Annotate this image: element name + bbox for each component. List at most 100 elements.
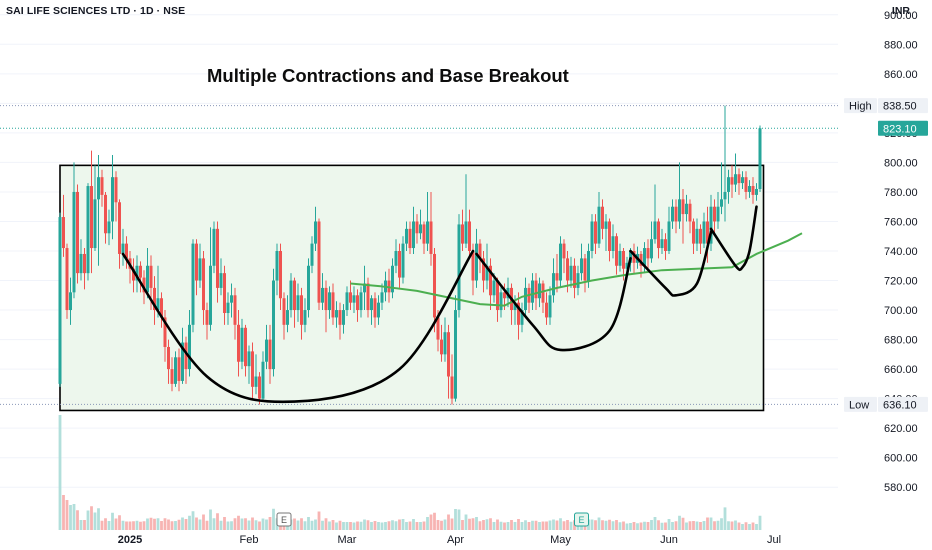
contraction-arc-3 [629, 230, 713, 297]
candle-body [639, 253, 643, 266]
volume-bar [468, 518, 471, 530]
candle-body [135, 265, 139, 281]
x-tick-label: Mar [338, 534, 357, 546]
volume-bar [359, 521, 363, 530]
candle-body [576, 273, 580, 288]
volume-bar [153, 518, 156, 530]
volume-bar [118, 515, 121, 530]
volume-bar [562, 521, 566, 530]
candle-body [615, 236, 618, 266]
candle-body [335, 310, 338, 318]
candle-body [482, 258, 485, 281]
volume-bar [727, 521, 730, 530]
volume-bar [317, 511, 321, 530]
candle-body [629, 251, 632, 263]
volume-bar [643, 521, 646, 530]
y-tick-label: 700.00 [884, 305, 918, 317]
candle-body [688, 203, 692, 222]
candle-body [443, 332, 447, 355]
marker-value-text: 838.50 [883, 101, 917, 113]
candle-body [548, 295, 552, 318]
marker-value-bg [878, 396, 928, 412]
volume-bar [125, 521, 128, 530]
volume-bar [485, 519, 489, 530]
candle-body [660, 239, 664, 249]
volume-bar [664, 522, 667, 530]
candle-body [454, 310, 457, 399]
volume-bar [688, 521, 692, 530]
candle-body [303, 310, 307, 325]
volume-bar [422, 521, 426, 530]
y-tick-label: 680.00 [884, 335, 918, 347]
volume-bar [475, 517, 478, 530]
volume-bar [261, 518, 265, 530]
candle-body [755, 188, 758, 195]
marker-label-text: Low [849, 399, 869, 411]
x-tick-label: Jul [767, 534, 781, 546]
volume-bar [202, 514, 205, 530]
volume-bar [692, 521, 695, 530]
symbol-header: SAI LIFE SCIENCES LTD · 1D · NSE [6, 5, 186, 17]
volume-bar [363, 519, 366, 530]
candle-body [356, 295, 359, 311]
candle-body [69, 292, 72, 311]
candle-body [352, 295, 356, 303]
candle-body [261, 361, 265, 399]
volume-bar [293, 518, 296, 530]
volume-bar [209, 509, 212, 530]
annotation-title: Multiple Contractions and Base Breakout [207, 65, 569, 86]
volume-bar [538, 522, 541, 530]
candle-body [93, 199, 97, 249]
moving-average-line [350, 232, 803, 307]
candle-body [678, 199, 681, 222]
volume-bar [646, 522, 650, 530]
candle-body [499, 292, 503, 311]
volume-bar [328, 521, 331, 530]
candle-body [412, 221, 415, 249]
candle-body [366, 283, 370, 311]
candle-body [419, 224, 422, 234]
volume-bar [265, 519, 268, 530]
candle-body [331, 292, 335, 318]
candle-body [632, 251, 636, 263]
candle-body [702, 221, 706, 244]
volume-bar [699, 522, 702, 530]
candle-body [149, 265, 153, 288]
candle-body [559, 243, 562, 281]
candle-body [552, 273, 555, 296]
volume-bar [720, 518, 723, 530]
volume-bar [174, 521, 177, 530]
marker-value-text: 823.10 [883, 123, 917, 135]
volume-bar [709, 517, 713, 530]
candle-body [695, 228, 699, 244]
volume-bar [695, 521, 699, 530]
volume-bar [170, 521, 174, 530]
volume-bar [450, 518, 454, 530]
candle-body [72, 191, 76, 293]
candle-body [597, 206, 601, 244]
volume-bar [177, 519, 181, 530]
volume-bar [356, 521, 359, 530]
price-axis[interactable]: 900.00880.00860.00840.00820.00800.00780.… [884, 10, 918, 494]
time-axis[interactable]: 2025 Feb Mar Apr May Jun Jul [118, 534, 781, 546]
candle-body [177, 357, 181, 381]
candle-body [664, 239, 667, 251]
candle-body [471, 251, 475, 281]
volume-bar [233, 518, 237, 530]
candle-body [422, 224, 426, 244]
candle-body [618, 251, 622, 266]
volume-bar [520, 522, 524, 530]
volume-bar [569, 521, 573, 530]
candle-body [405, 228, 408, 244]
volume-bar [352, 522, 356, 530]
volume-bar [121, 520, 125, 530]
volume-bar [251, 517, 254, 530]
candle-body [282, 298, 286, 325]
candle-body [671, 206, 674, 222]
volume-bar [527, 522, 531, 530]
volume-bar [744, 522, 748, 530]
candle-body [307, 265, 310, 311]
volume-bar [674, 521, 678, 530]
